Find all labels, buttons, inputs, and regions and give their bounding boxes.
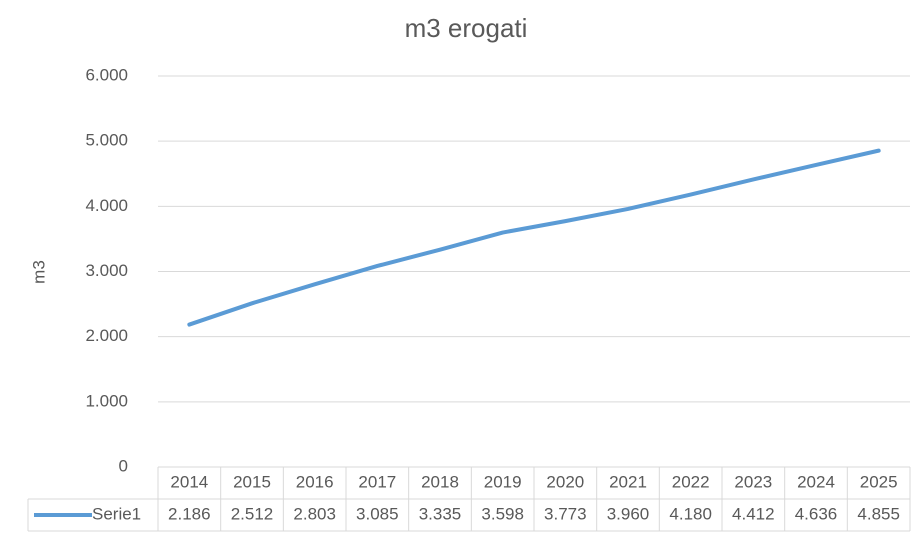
- y-tick-label: 6.000: [85, 65, 128, 84]
- x-tick-label: 2020: [546, 472, 584, 491]
- data-table-value: 3.773: [544, 504, 587, 523]
- legend-label: Serie1: [92, 504, 141, 523]
- y-tick-label: 4.000: [85, 196, 128, 215]
- data-table-value: 4.180: [669, 504, 712, 523]
- data-table-value: 3.598: [481, 504, 524, 523]
- x-tick-label: 2017: [358, 472, 396, 491]
- x-tick-label: 2016: [296, 472, 334, 491]
- x-tick-label: 2019: [484, 472, 522, 491]
- data-table-value: 4.855: [857, 504, 900, 523]
- y-axis-label: m3: [29, 260, 48, 284]
- x-tick-label: 2025: [860, 472, 898, 491]
- x-tick-label: 2021: [609, 472, 647, 491]
- data-table-value: 4.412: [732, 504, 775, 523]
- x-tick-label: 2015: [233, 472, 271, 491]
- y-tick-label: 3.000: [85, 261, 128, 280]
- y-tick-label: 2.000: [85, 326, 128, 345]
- y-tick-label: 1.000: [85, 391, 128, 410]
- series-line: [187, 148, 881, 327]
- data-table-value: 4.636: [795, 504, 838, 523]
- chart-title: m3 erogati: [405, 13, 528, 43]
- x-tick-label: 2022: [672, 472, 710, 491]
- x-tick-label: 2018: [421, 472, 459, 491]
- data-table-value: 3.960: [607, 504, 650, 523]
- x-tick-label: 2024: [797, 472, 835, 491]
- x-tick-label: 2023: [734, 472, 772, 491]
- data-table-value: 2.512: [231, 504, 274, 523]
- x-tick-label: 2014: [170, 472, 208, 491]
- data-table-value: 2.803: [293, 504, 336, 523]
- data-table-value: 3.335: [419, 504, 462, 523]
- y-tick-label: 0: [119, 456, 128, 475]
- data-table-value: 3.085: [356, 504, 399, 523]
- y-tick-label: 5.000: [85, 131, 128, 150]
- data-table-value: 2.186: [168, 504, 211, 523]
